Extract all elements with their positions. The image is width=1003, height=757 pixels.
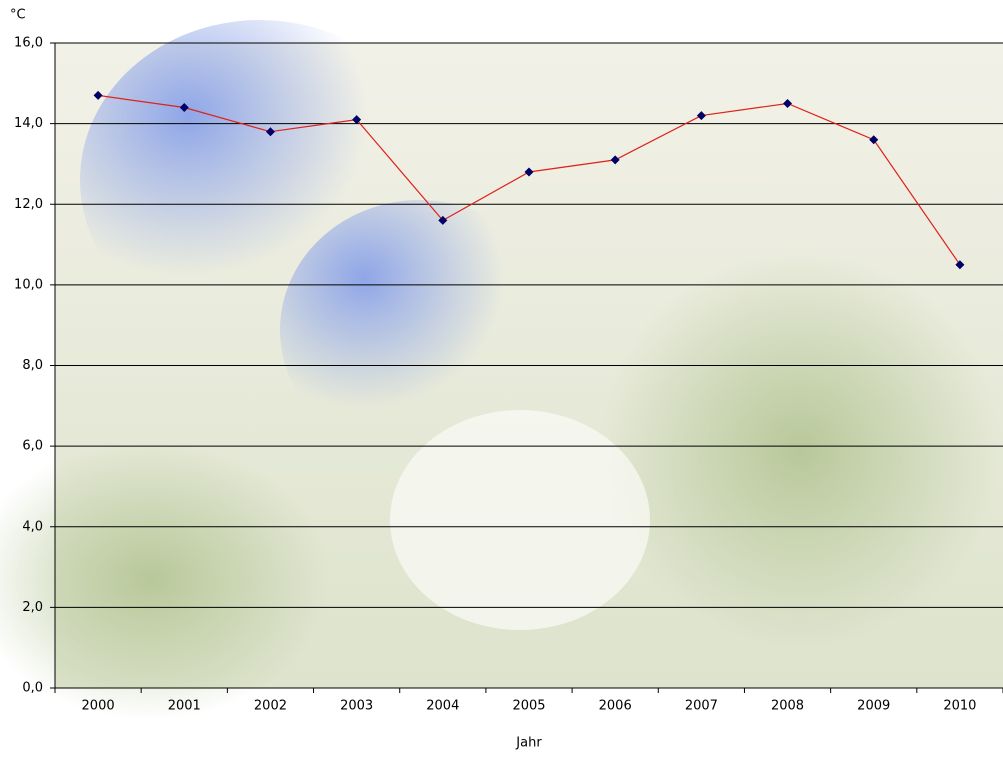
x-tick-label: 2004 — [426, 699, 459, 714]
marker — [265, 127, 275, 137]
marker — [438, 215, 448, 225]
y-tick-label: 16,0 — [14, 36, 43, 51]
x-tick-label: 2005 — [512, 699, 545, 714]
x-tick-label: 2000 — [82, 699, 115, 714]
x-tick-label: 2010 — [943, 699, 976, 714]
marker — [524, 167, 534, 177]
x-tick-label: 2002 — [254, 699, 287, 714]
y-tick-label: 12,0 — [14, 197, 43, 212]
plot-background — [0, 20, 1003, 720]
y-tick-label: 8,0 — [22, 358, 43, 373]
marker — [93, 90, 103, 100]
x-tick-label: 2003 — [340, 699, 373, 714]
y-tick-label: 14,0 — [14, 116, 43, 131]
marker — [179, 103, 189, 112]
x-tick-label: 2006 — [599, 699, 632, 714]
marker — [696, 111, 706, 121]
x-tick-label: 2001 — [168, 699, 201, 714]
y-tick-label: 2,0 — [22, 600, 43, 615]
y-tick-label: 6,0 — [22, 439, 43, 454]
y-tick-label: 4,0 — [22, 519, 43, 534]
marker — [352, 115, 362, 125]
y-tick-label: 0,0 — [22, 681, 43, 696]
x-tick-label: 2008 — [771, 699, 804, 714]
marker — [869, 135, 879, 145]
marker — [783, 98, 793, 108]
x-axis-title: Jahr — [515, 736, 542, 751]
x-tick-label: 2009 — [857, 699, 890, 714]
x-tick-label: 2007 — [685, 699, 718, 714]
y-tick-label: 10,0 — [14, 277, 43, 292]
y-axis-title: °C — [10, 8, 26, 23]
marker — [955, 260, 965, 270]
marker — [610, 155, 620, 165]
